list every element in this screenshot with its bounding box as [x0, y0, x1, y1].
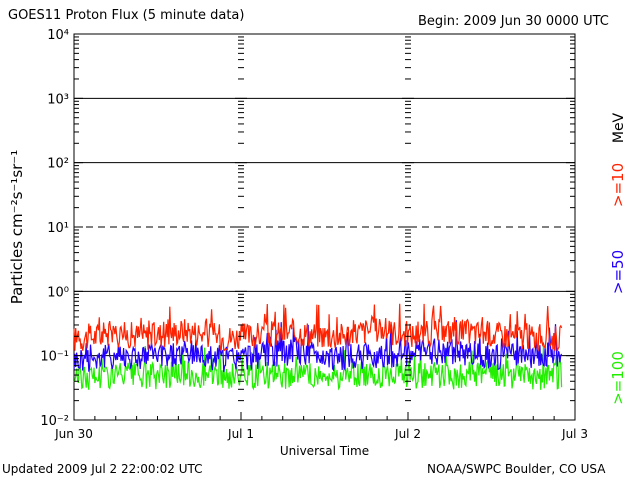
begin-date-label: Begin: 2009 Jun 30 0000 UTC — [418, 14, 609, 29]
y-tick-label: 10⁻¹ — [40, 350, 69, 365]
y-tick-label: 10⁴ — [47, 28, 69, 43]
data-source-label: NOAA/SWPC Boulder, CO USA — [427, 462, 606, 476]
x-tick-label: Jun 30 — [54, 427, 93, 441]
legend-entry-2: >=100 — [609, 351, 627, 405]
legend-entry-0: >=10 — [609, 163, 627, 207]
x-tick-label: Jul 1 — [227, 427, 254, 441]
y-axis-title: Particles cm⁻²s⁻¹sr⁻¹ — [8, 150, 26, 304]
y-tick-label: 10² — [47, 157, 69, 172]
legend-entry-1: >=50 — [609, 250, 627, 294]
x-tick-label: Jul 2 — [394, 427, 421, 441]
series-trace-0 — [73, 303, 563, 352]
x-tick-label: Jul 3 — [561, 427, 588, 441]
series-trace-1 — [73, 320, 563, 373]
chart-title: GOES11 Proton Flux (5 minute data) — [8, 8, 245, 23]
y-tick-label: 10³ — [47, 92, 69, 107]
legend-unit-label: MeV — [611, 112, 627, 143]
updated-timestamp: Updated 2009 Jul 2 22:00:02 UTC — [2, 462, 203, 476]
series-trace-2 — [73, 345, 563, 391]
y-tick-label: 10¹ — [47, 221, 69, 236]
x-axis-title: Universal Time — [280, 444, 369, 458]
y-tick-label: 10⁻² — [40, 414, 69, 429]
y-tick-label: 10⁰ — [47, 285, 69, 300]
